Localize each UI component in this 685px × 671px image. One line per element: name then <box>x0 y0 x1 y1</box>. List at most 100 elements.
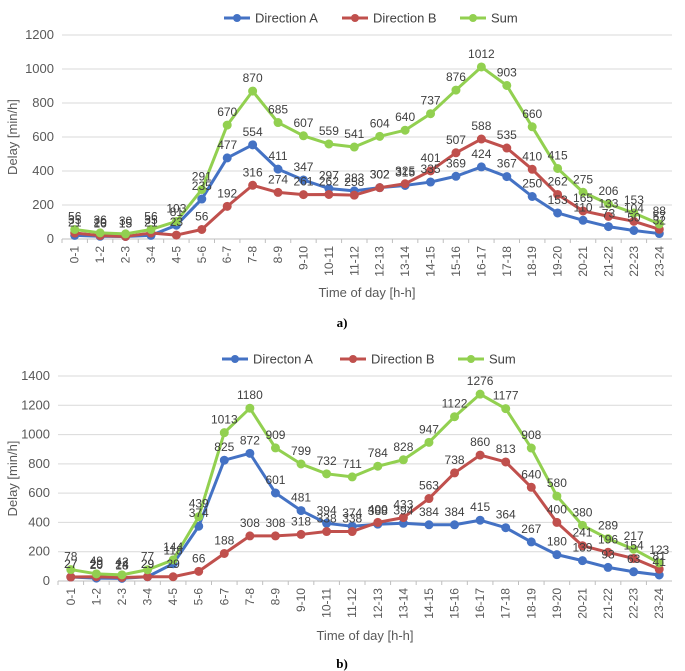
data-point <box>222 153 232 163</box>
data-point <box>426 109 436 119</box>
data-point <box>527 192 537 201</box>
data-label: 580 <box>547 476 567 490</box>
data-point <box>502 80 512 90</box>
data-point <box>578 215 588 225</box>
data-label: 380 <box>572 505 592 519</box>
data-label: 738 <box>445 453 465 467</box>
legend-label: Direction B <box>373 11 437 26</box>
data-point <box>324 189 334 199</box>
data-label: 415 <box>470 500 490 514</box>
data-label: 144 <box>163 540 183 554</box>
x-tick-label: 8-9 <box>271 246 285 264</box>
data-point <box>501 457 511 467</box>
data-point <box>219 548 229 558</box>
data-label: 394 <box>317 503 337 517</box>
x-tick-label: 14-15 <box>424 246 438 277</box>
data-point <box>526 482 536 492</box>
data-point <box>424 520 434 530</box>
data-label: 56 <box>195 209 209 223</box>
y-tick-label: 600 <box>32 129 54 144</box>
data-point <box>553 163 563 173</box>
data-label: 289 <box>598 519 618 533</box>
data-label: 49 <box>90 554 104 568</box>
data-label: 374 <box>342 506 362 520</box>
data-point <box>603 562 613 572</box>
x-tick-label: 4-5 <box>169 246 183 264</box>
legend-item-1: Direction A <box>224 11 318 26</box>
y-tick-label: 0 <box>43 573 50 588</box>
x-tick-label: 17-18 <box>500 246 514 277</box>
data-label: 192 <box>217 186 237 200</box>
data-label: 813 <box>496 442 516 456</box>
data-label: 541 <box>344 127 364 141</box>
legend-label: Sum <box>491 11 518 26</box>
data-label: 196 <box>598 532 618 546</box>
data-label: 384 <box>419 505 439 519</box>
legend-swatch-marker <box>351 14 359 22</box>
series-2-labels: 27 29 24 29 29 66 188 308 308 318 338 338 400 433 563 7… <box>64 435 666 571</box>
y-tick-label: 800 <box>28 456 50 471</box>
legend-label: Sum <box>489 352 516 367</box>
data-point <box>347 527 357 537</box>
data-label: 77 <box>141 550 155 564</box>
data-label: 18 <box>115 558 129 572</box>
data-point <box>95 228 105 238</box>
series-3 <box>66 389 664 580</box>
series-3 <box>70 62 664 239</box>
data-label: 433 <box>393 498 413 512</box>
data-point <box>296 459 306 469</box>
x-axis-label: Time of day [h-h] <box>318 285 415 300</box>
data-point <box>475 389 485 399</box>
data-point <box>373 517 383 527</box>
y-tick-label: 1000 <box>25 61 54 76</box>
data-label: 860 <box>470 435 490 449</box>
data-label: 876 <box>446 70 466 84</box>
x-tick-label: 9-10 <box>294 588 308 612</box>
data-point <box>91 569 101 579</box>
x-tick-label: 15-16 <box>448 588 462 619</box>
data-point <box>219 455 229 465</box>
legend-label: Direction B <box>371 352 435 367</box>
x-tick-label: 22-23 <box>627 588 641 619</box>
data-label: 250 <box>522 177 542 191</box>
x-tick-label: 6-7 <box>220 246 234 264</box>
x-tick-label: 20-21 <box>575 588 589 619</box>
data-label: 27 <box>64 557 78 571</box>
data-point <box>248 140 258 150</box>
x-tick-label: 9-10 <box>296 246 310 270</box>
data-point <box>347 472 357 482</box>
x-tick-label: 13-14 <box>398 246 412 277</box>
data-label: 56 <box>144 209 158 223</box>
data-label: 1177 <box>493 389 519 403</box>
data-label: 315 <box>395 165 415 179</box>
data-label: 15 <box>119 216 133 230</box>
x-tick-label: 10-11 <box>322 246 336 276</box>
data-label: 367 <box>497 157 517 171</box>
legend-item-3: Sum <box>458 352 516 367</box>
chart-panel-2: 0 200 400 600 800 1000 1200 1400 0-1 1-2 2-3 3-4 4-5… <box>5 352 672 671</box>
data-point <box>322 469 332 479</box>
data-label: 481 <box>291 491 311 505</box>
data-label: 267 <box>521 522 541 536</box>
data-label: 118 <box>164 544 183 558</box>
data-point <box>194 566 204 576</box>
x-tick-label: 8-9 <box>268 588 282 606</box>
data-point <box>603 547 613 557</box>
data-point <box>476 62 486 72</box>
data-label: 29 <box>141 557 155 571</box>
x-tick-label: 21-22 <box>601 246 615 277</box>
legend-swatch-marker <box>469 14 477 22</box>
x-tick-label: 17-18 <box>499 588 513 619</box>
data-point <box>654 558 664 568</box>
data-point <box>298 190 308 200</box>
data-label: 63 <box>627 552 641 566</box>
data-label: 20 <box>93 216 107 230</box>
data-label: 56 <box>68 209 82 223</box>
data-point <box>629 544 639 554</box>
data-point <box>296 529 306 539</box>
data-label: 235 <box>192 179 212 193</box>
data-point <box>322 527 332 537</box>
data-point <box>603 199 613 209</box>
data-point <box>451 85 461 95</box>
data-point <box>298 175 308 185</box>
